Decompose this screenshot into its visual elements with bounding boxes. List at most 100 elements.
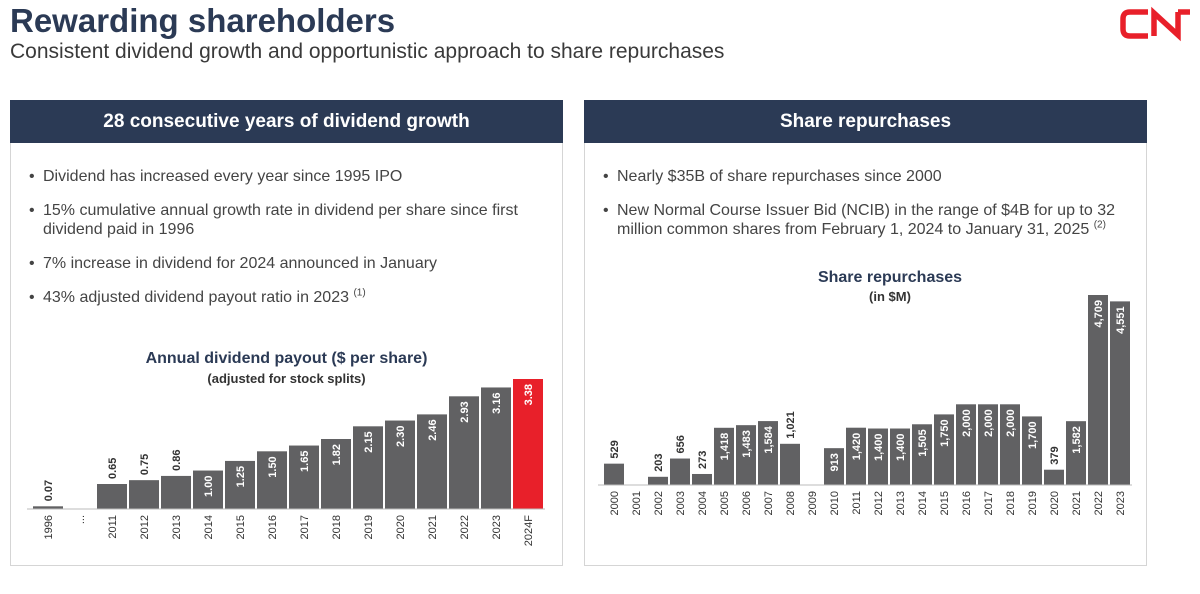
repurchase-chart-subtitle: (in $M) <box>869 289 911 304</box>
data-label: 1,505 <box>917 429 929 457</box>
dividend-panel: 28 consecutive years of dividend growth … <box>10 100 563 566</box>
tick-label: 2002 <box>653 491 665 515</box>
tick-label: 2016 <box>961 491 973 515</box>
footnote-ref: (2) <box>1093 219 1106 231</box>
bar <box>912 424 932 485</box>
bar <box>846 427 866 485</box>
bar <box>1088 295 1108 485</box>
tick-label: 2023 <box>491 515 503 539</box>
bar <box>692 473 712 485</box>
tick-label: 2001 <box>631 491 643 515</box>
data-label: 3.16 <box>491 392 503 413</box>
data-label: 1,750 <box>939 419 951 447</box>
bar <box>956 404 976 485</box>
data-label: 2.93 <box>459 401 471 422</box>
data-label: 1.50 <box>267 456 279 477</box>
footnote-ref: (1) <box>353 287 366 299</box>
tick-label: 2010 <box>829 491 841 515</box>
data-label: 1,420 <box>851 433 863 461</box>
tick-label: 2012 <box>139 515 151 539</box>
tick-label: 2015 <box>235 515 247 539</box>
tick-label: ... <box>75 515 87 524</box>
bar <box>1000 404 1020 485</box>
bar <box>417 414 447 509</box>
bar <box>1110 301 1130 485</box>
bullet-item: Dividend has increased every year since … <box>29 167 548 186</box>
repurchase-chart: 529 2000 2001 203 2002 656 2003 273 2004 1,418 200… <box>598 295 1132 515</box>
data-label: 1,700 <box>1027 421 1039 449</box>
bullet-item: 15% cumulative annual growth rate in div… <box>29 201 548 239</box>
data-label: 1.65 <box>299 451 311 472</box>
bar <box>129 480 159 509</box>
data-label: 3.38 <box>523 384 535 405</box>
repurchase-bullets: Nearly $35B of share repurchases since 2… <box>603 167 1132 254</box>
data-label: 1,582 <box>1071 426 1083 454</box>
dividend-chart-subtitle: (adjusted for stock splits) <box>207 371 366 386</box>
bar <box>385 420 415 509</box>
data-label: 913 <box>829 453 841 471</box>
tick-label: 2014 <box>917 491 929 515</box>
bar <box>1044 469 1064 485</box>
bar <box>780 443 800 485</box>
tick-label: 2024F <box>523 515 535 546</box>
data-label: 1.00 <box>203 476 215 497</box>
bar <box>321 439 351 509</box>
bar <box>513 379 543 509</box>
data-label: 1,418 <box>719 433 731 461</box>
tick-label: 2011 <box>107 515 119 539</box>
tick-label: 2013 <box>895 491 907 515</box>
bar <box>648 476 668 485</box>
data-label: 0.75 <box>139 454 151 475</box>
tick-label: 2013 <box>171 515 183 539</box>
data-label: 2,000 <box>961 409 973 437</box>
tick-label: 2017 <box>983 491 995 515</box>
bullet-item: 7% increase in dividend for 2024 announc… <box>29 254 548 273</box>
tick-label: 2004 <box>697 491 709 515</box>
tick-label: 2020 <box>1049 491 1061 515</box>
bar <box>481 387 511 509</box>
bar <box>289 445 319 509</box>
bar <box>97 484 127 509</box>
bar <box>824 448 844 485</box>
data-label: 1,021 <box>785 411 797 439</box>
bar <box>736 425 756 485</box>
bar <box>33 506 63 509</box>
data-label: 1.82 <box>331 444 343 465</box>
bar <box>449 396 479 509</box>
data-label: 2,000 <box>983 409 995 437</box>
bar <box>868 428 888 485</box>
tick-label: 2020 <box>395 515 407 539</box>
repurchase-panel-heading: Share repurchases <box>584 100 1147 143</box>
data-label: 0.65 <box>107 458 119 479</box>
data-label: 0.07 <box>43 480 55 501</box>
cn-logo: CN <box>1120 6 1190 42</box>
dividend-panel-heading: 28 consecutive years of dividend growth <box>10 100 563 143</box>
bar <box>193 470 223 509</box>
bar <box>604 463 624 485</box>
tick-label: 2017 <box>299 515 311 539</box>
data-label: 2.46 <box>427 419 439 440</box>
data-label: 4,551 <box>1115 306 1127 334</box>
bar <box>161 475 191 509</box>
bar <box>353 426 383 509</box>
tick-label: 2006 <box>741 491 753 515</box>
tick-label: 2009 <box>807 491 819 515</box>
bar <box>758 421 778 485</box>
data-label: 1,400 <box>895 434 907 462</box>
data-label: 273 <box>697 451 709 469</box>
data-label: 4,709 <box>1093 300 1105 328</box>
tick-label: 2003 <box>675 491 687 515</box>
data-label: 656 <box>675 435 687 453</box>
dividend-chart: 0.07 1996 ... 0.65 2011 0.75 2012 0.86 2013 1.00 2… <box>27 379 545 546</box>
bullet-item: 43% adjusted dividend payout ratio in 20… <box>29 288 548 307</box>
data-label: 1.25 <box>235 466 247 487</box>
tick-label: 2018 <box>331 515 343 539</box>
data-label: 379 <box>1049 446 1061 464</box>
bar <box>225 460 255 509</box>
data-label: 529 <box>609 440 621 458</box>
tick-label: 2015 <box>939 491 951 515</box>
tick-label: 1996 <box>43 515 55 539</box>
tick-label: 2022 <box>459 515 471 539</box>
data-label: 2,000 <box>1005 409 1017 437</box>
tick-label: 2019 <box>1027 491 1039 515</box>
